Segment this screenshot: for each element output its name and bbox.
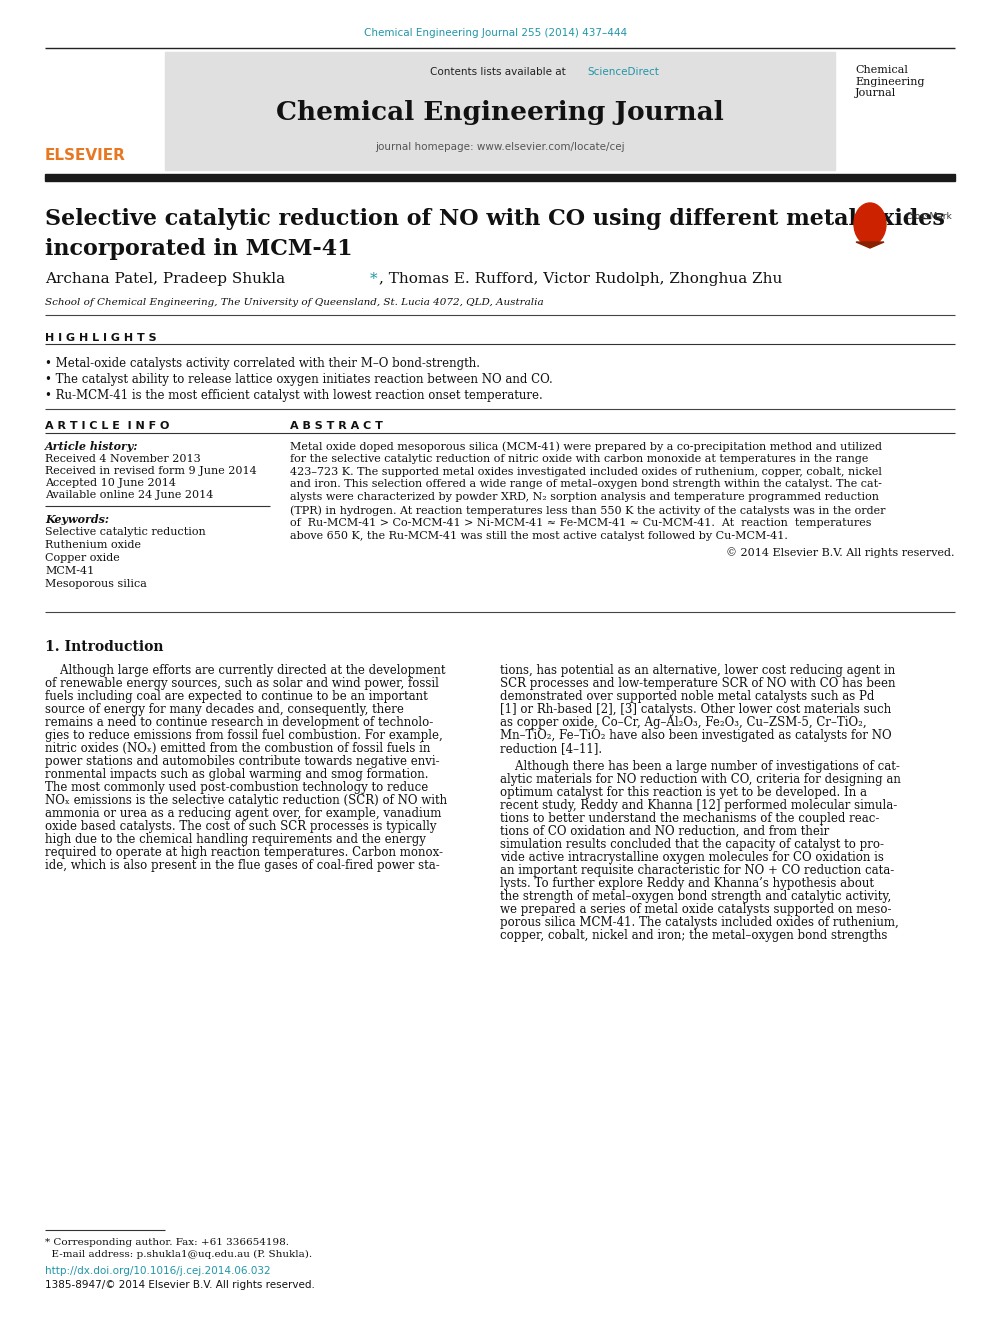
Text: porous silica MCM-41. The catalysts included oxides of ruthenium,: porous silica MCM-41. The catalysts incl… [500, 917, 899, 929]
Text: 1385-8947/© 2014 Elsevier B.V. All rights reserved.: 1385-8947/© 2014 Elsevier B.V. All right… [45, 1279, 314, 1290]
Text: * Corresponding author. Fax: +61 336654198.: * Corresponding author. Fax: +61 3366541… [45, 1238, 289, 1248]
Text: the strength of metal–oxygen bond strength and catalytic activity,: the strength of metal–oxygen bond streng… [500, 890, 891, 904]
Text: recent study, Reddy and Khanna [12] performed molecular simula-: recent study, Reddy and Khanna [12] perf… [500, 799, 897, 812]
Text: alysts were characterized by powder XRD, N₂ sorption analysis and temperature pr: alysts were characterized by powder XRD,… [290, 492, 879, 503]
Text: tions to better understand the mechanisms of the coupled reac-: tions to better understand the mechanism… [500, 812, 879, 826]
Text: NOₓ emissions is the selective catalytic reduction (SCR) of NO with: NOₓ emissions is the selective catalytic… [45, 794, 447, 807]
Bar [45, 175, 955, 181]
Text: as copper oxide, Co–Cr, Ag–Al₂O₃, Fe₂O₃, Cu–ZSM-5, Cr–TiO₂,: as copper oxide, Co–Cr, Ag–Al₂O₃, Fe₂O₃,… [500, 716, 867, 729]
Text: Although large efforts are currently directed at the development: Although large efforts are currently dir… [45, 664, 445, 677]
Text: Ruthenium oxide: Ruthenium oxide [45, 540, 141, 550]
Text: of renewable energy sources, such as solar and wind power, fossil: of renewable energy sources, such as sol… [45, 677, 438, 691]
Text: reduction [4–11].: reduction [4–11]. [500, 742, 602, 755]
Text: simulation results concluded that the capacity of catalyst to pro-: simulation results concluded that the ca… [500, 839, 884, 851]
Text: and iron. This selection offered a wide range of metal–oxygen bond strength with: and iron. This selection offered a wide … [290, 479, 882, 490]
Text: Available online 24 June 2014: Available online 24 June 2014 [45, 490, 213, 500]
Text: [1] or Rh-based [2], [3] catalysts. Other lower cost materials such: [1] or Rh-based [2], [3] catalysts. Othe… [500, 703, 891, 716]
Text: • The catalyst ability to release lattice oxygen initiates reaction between NO a: • The catalyst ability to release lattic… [45, 373, 553, 386]
Bar [45, 52, 165, 169]
Text: SCR processes and low-temperature SCR of NO with CO has been: SCR processes and low-temperature SCR of… [500, 677, 896, 691]
Text: ScienceDirect: ScienceDirect [587, 67, 659, 77]
Text: Chemical Engineering Journal: Chemical Engineering Journal [276, 101, 724, 124]
Text: copper, cobalt, nickel and iron; the metal–oxygen bond strengths: copper, cobalt, nickel and iron; the met… [500, 929, 888, 942]
Text: (TPR) in hydrogen. At reaction temperatures less than 550 K the activity of the : (TPR) in hydrogen. At reaction temperatu… [290, 505, 886, 516]
Text: http://dx.doi.org/10.1016/j.cej.2014.06.032: http://dx.doi.org/10.1016/j.cej.2014.06.… [45, 1266, 271, 1275]
Text: remains a need to continue research in development of technolo-: remains a need to continue research in d… [45, 716, 434, 729]
Text: • Metal-oxide catalysts activity correlated with their M–O bond-strength.: • Metal-oxide catalysts activity correla… [45, 357, 480, 370]
Text: lysts. To further explore Reddy and Khanna’s hypothesis about: lysts. To further explore Reddy and Khan… [500, 877, 874, 890]
Text: Selective catalytic reduction of NO with CO using different metal-oxides: Selective catalytic reduction of NO with… [45, 208, 944, 230]
Text: Article history:: Article history: [45, 441, 139, 452]
Text: © 2014 Elsevier B.V. All rights reserved.: © 2014 Elsevier B.V. All rights reserved… [726, 548, 955, 558]
Text: Archana Patel, Pradeep Shukla: Archana Patel, Pradeep Shukla [45, 273, 290, 286]
Text: fuels including coal are expected to continue to be an important: fuels including coal are expected to con… [45, 691, 428, 703]
Text: journal homepage: www.elsevier.com/locate/cej: journal homepage: www.elsevier.com/locat… [375, 142, 625, 152]
Text: demonstrated over supported noble metal catalysts such as Pd: demonstrated over supported noble metal … [500, 691, 874, 703]
Text: Received in revised form 9 June 2014: Received in revised form 9 June 2014 [45, 466, 257, 476]
Text: incorporated in MCM-41: incorporated in MCM-41 [45, 238, 352, 261]
Text: oxide based catalysts. The cost of such SCR processes is typically: oxide based catalysts. The cost of such … [45, 820, 436, 833]
Text: ide, which is also present in the flue gases of coal-fired power sta-: ide, which is also present in the flue g… [45, 859, 439, 872]
Text: Keywords:: Keywords: [45, 515, 109, 525]
Text: The most commonly used post-combustion technology to reduce: The most commonly used post-combustion t… [45, 781, 429, 794]
Text: tions, has potential as an alternative, lower cost reducing agent in: tions, has potential as an alternative, … [500, 664, 895, 677]
Ellipse shape [854, 202, 886, 245]
Text: tions of CO oxidation and NO reduction, and from their: tions of CO oxidation and NO reduction, … [500, 826, 829, 839]
Text: an important requisite characteristic for NO + CO reduction cata-: an important requisite characteristic fo… [500, 864, 894, 877]
Text: • Ru-MCM-41 is the most efficient catalyst with lowest reaction onset temperatur: • Ru-MCM-41 is the most efficient cataly… [45, 389, 543, 402]
Text: nitric oxides (NOₓ) emitted from the combustion of fossil fuels in: nitric oxides (NOₓ) emitted from the com… [45, 742, 431, 755]
Text: high due to the chemical handling requirements and the energy: high due to the chemical handling requir… [45, 833, 426, 845]
Text: optimum catalyst for this reaction is yet to be developed. In a: optimum catalyst for this reaction is ye… [500, 786, 867, 799]
Text: of  Ru-MCM-41 > Co-MCM-41 > Ni-MCM-41 ≈ Fe-MCM-41 ≈ Cu-MCM-41.  At  reaction  te: of Ru-MCM-41 > Co-MCM-41 > Ni-MCM-41 ≈ F… [290, 517, 872, 528]
Text: Selective catalytic reduction: Selective catalytic reduction [45, 527, 205, 537]
Text: MCM-41: MCM-41 [45, 566, 94, 576]
Bar [165, 52, 835, 169]
Text: Copper oxide: Copper oxide [45, 553, 120, 564]
Text: power stations and automobiles contribute towards negative envi-: power stations and automobiles contribut… [45, 755, 439, 767]
Text: alytic materials for NO reduction with CO, criteria for designing an: alytic materials for NO reduction with C… [500, 773, 901, 786]
Text: E-mail address: p.shukla1@uq.edu.au (P. Shukla).: E-mail address: p.shukla1@uq.edu.au (P. … [45, 1250, 312, 1259]
Text: Contents lists available at: Contents lists available at [431, 67, 569, 77]
Text: Accepted 10 June 2014: Accepted 10 June 2014 [45, 478, 176, 488]
Text: source of energy for many decades and, consequently, there: source of energy for many decades and, c… [45, 703, 404, 716]
Text: Metal oxide doped mesoporous silica (MCM-41) were prepared by a co-precipitation: Metal oxide doped mesoporous silica (MCM… [290, 441, 882, 451]
Text: 423–723 K. The supported metal oxides investigated included oxides of ruthenium,: 423–723 K. The supported metal oxides in… [290, 467, 882, 476]
Text: gies to reduce emissions from fossil fuel combustion. For example,: gies to reduce emissions from fossil fue… [45, 729, 442, 742]
Text: required to operate at high reaction temperatures. Carbon monox-: required to operate at high reaction tem… [45, 845, 443, 859]
Text: 1. Introduction: 1. Introduction [45, 640, 164, 654]
Text: Although there has been a large number of investigations of cat-: Although there has been a large number o… [500, 761, 900, 773]
Text: Mesoporous silica: Mesoporous silica [45, 579, 147, 589]
Text: A R T I C L E  I N F O: A R T I C L E I N F O [45, 421, 170, 431]
Text: *: * [370, 273, 378, 286]
Text: ronmental impacts such as global warming and smog formation.: ronmental impacts such as global warming… [45, 767, 429, 781]
Text: for the selective catalytic reduction of nitric oxide with carbon monoxide at te: for the selective catalytic reduction of… [290, 454, 868, 464]
Text: ammonia or urea as a reducing agent over, for example, vanadium: ammonia or urea as a reducing agent over… [45, 807, 441, 820]
Text: Chemical
Engineering
Journal: Chemical Engineering Journal [855, 65, 925, 98]
Text: A B S T R A C T: A B S T R A C T [290, 421, 383, 431]
Text: ELSEVIER: ELSEVIER [45, 148, 126, 163]
Polygon shape [856, 242, 884, 247]
Text: vide active intracrystalline oxygen molecules for CO oxidation is: vide active intracrystalline oxygen mole… [500, 851, 884, 864]
Text: Received 4 November 2013: Received 4 November 2013 [45, 454, 200, 464]
Text: we prepared a series of metal oxide catalysts supported on meso-: we prepared a series of metal oxide cata… [500, 904, 892, 917]
Text: CrossMark: CrossMark [906, 212, 952, 221]
Text: H I G H L I G H T S: H I G H L I G H T S [45, 333, 157, 343]
Text: Mn–TiO₂, Fe–TiO₂ have also been investigated as catalysts for NO: Mn–TiO₂, Fe–TiO₂ have also been investig… [500, 729, 892, 742]
Text: above 650 K, the Ru-MCM-41 was still the most active catalyst followed by Cu-MCM: above 650 K, the Ru-MCM-41 was still the… [290, 531, 788, 541]
Text: , Thomas E. Rufford, Victor Rudolph, Zhonghua Zhu: , Thomas E. Rufford, Victor Rudolph, Zho… [379, 273, 783, 286]
Text: Chemical Engineering Journal 255 (2014) 437–444: Chemical Engineering Journal 255 (2014) … [364, 28, 628, 38]
Text: School of Chemical Engineering, The University of Queensland, St. Lucia 4072, QL: School of Chemical Engineering, The Univ… [45, 298, 544, 307]
